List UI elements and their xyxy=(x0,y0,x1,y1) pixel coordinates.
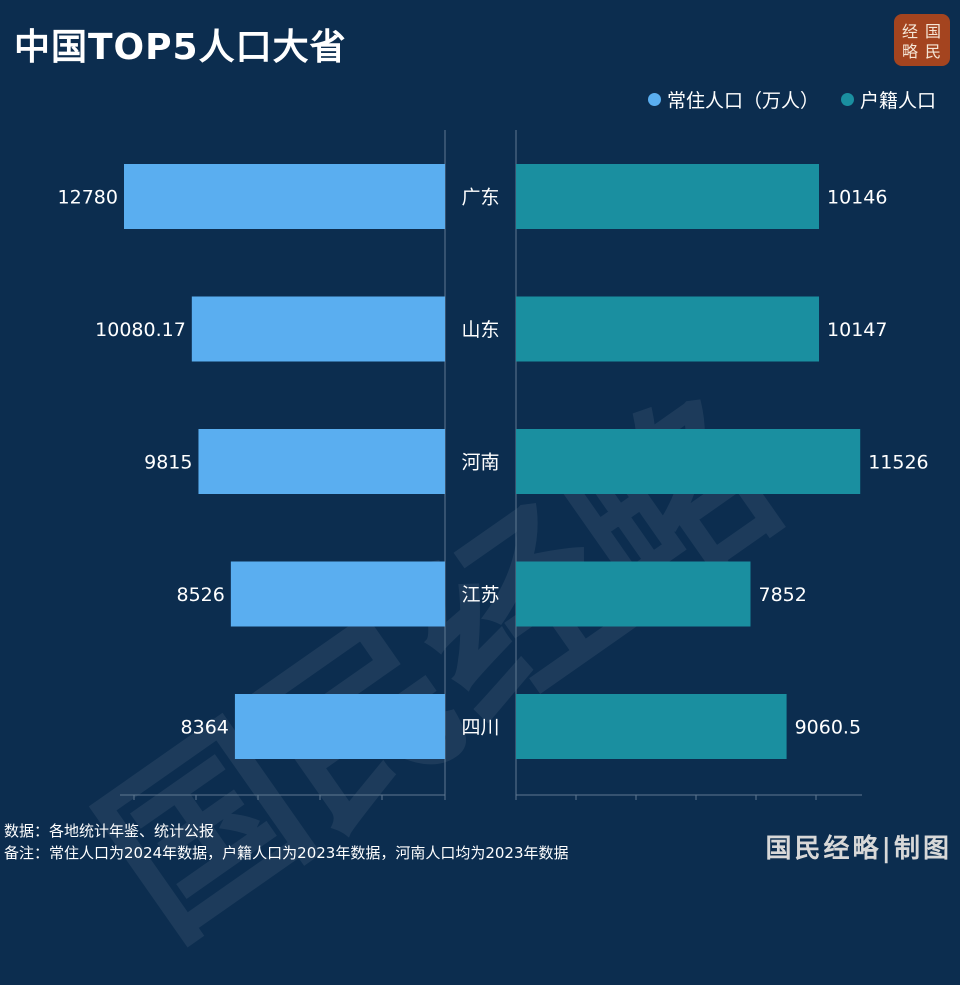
legend-label-resident: 常住人口（万人） xyxy=(666,90,819,112)
category-label-3: 江苏 xyxy=(461,584,499,606)
legend-item-registered[interactable]: 户籍人口 xyxy=(840,86,936,113)
label-registered-3: 7852 xyxy=(758,584,806,606)
legend-dot-resident xyxy=(647,93,661,106)
svg-text:略: 略 xyxy=(902,42,918,61)
svg-text:民: 民 xyxy=(925,42,941,61)
label-resident-3: 8526 xyxy=(176,584,224,606)
chart-notes: 数据：各地统计年鉴、统计公报 备注：常住人口为2024年数据，户籍人口为2023… xyxy=(4,820,569,864)
bar-registered-2 xyxy=(516,429,861,494)
bar-resident-3 xyxy=(230,561,445,627)
category-label-0: 广东 xyxy=(461,187,499,209)
bar-resident-2 xyxy=(198,429,445,494)
label-registered-4: 9060.5 xyxy=(795,717,861,739)
category-label-1: 山东 xyxy=(461,319,499,341)
legend-dot-registered xyxy=(840,93,854,106)
label-resident-4: 8364 xyxy=(181,717,229,739)
bar-registered-0 xyxy=(516,164,819,229)
brand-logo: 经 国 略 民 xyxy=(894,14,950,66)
svg-text:国: 国 xyxy=(925,22,941,41)
remark-note: 备注：常住人口为2024年数据，户籍人口为2023年数据，河南人口均为2023年… xyxy=(4,844,569,862)
chart-legend: 常住人口（万人） 户籍人口 xyxy=(647,86,936,113)
label-resident-2: 9815 xyxy=(144,452,192,474)
source-note: 数据：各地统计年鉴、统计公报 xyxy=(4,822,215,840)
bar-registered-1 xyxy=(516,296,820,362)
bar-resident-1 xyxy=(191,296,445,362)
bar-resident-0 xyxy=(124,164,445,229)
label-resident-1: 10080.17 xyxy=(95,319,186,341)
chart-title: 中国TOP5人口大省 xyxy=(14,27,347,68)
label-resident-0: 12780 xyxy=(58,187,118,209)
credit-text: 国民经略|制图 xyxy=(765,834,952,864)
category-label-4: 四川 xyxy=(461,717,499,739)
svg-text:经: 经 xyxy=(902,22,918,41)
bar-registered-3 xyxy=(516,561,751,627)
bar-resident-4 xyxy=(234,694,445,759)
bar-registered-4 xyxy=(516,694,787,759)
legend-item-resident[interactable]: 常住人口（万人） xyxy=(647,86,819,113)
label-registered-2: 11526 xyxy=(868,452,928,474)
label-registered-1: 10147 xyxy=(827,319,887,341)
butterfly-bar-chart: 12780 10146 广东 10080.17 10147 山东 9815 11526 河南 85… xyxy=(58,130,929,800)
category-label-2: 河南 xyxy=(461,452,499,474)
legend-label-registered: 户籍人口 xyxy=(859,90,936,112)
label-registered-0: 10146 xyxy=(827,187,887,209)
